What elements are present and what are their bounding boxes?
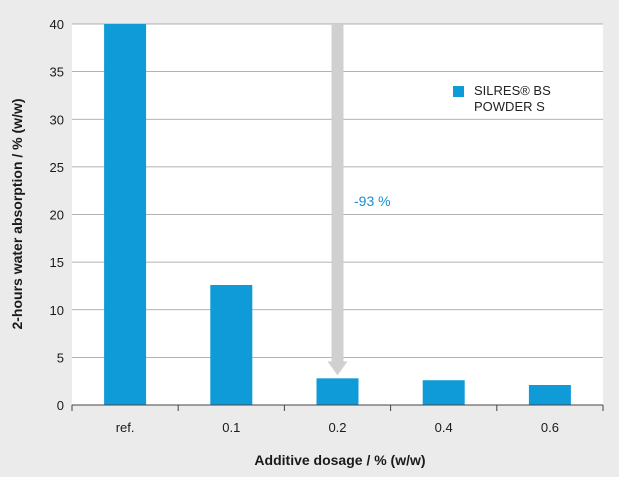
y-tick-label: 15 bbox=[50, 255, 64, 270]
bar bbox=[528, 384, 571, 405]
x-tick-label: 0.4 bbox=[435, 420, 453, 435]
y-tick-label: 35 bbox=[50, 65, 64, 80]
bar bbox=[316, 378, 359, 405]
legend: SILRES® BS POWDER S bbox=[453, 83, 551, 114]
y-tick-label: 25 bbox=[50, 160, 64, 175]
y-tick-label: 30 bbox=[50, 112, 64, 127]
x-tick-label: 0.2 bbox=[328, 420, 346, 435]
x-tick-labels: ref. 0.1 0.2 0.4 0.6 bbox=[71, 405, 604, 435]
legend-label-line1: SILRES® BS bbox=[474, 83, 551, 98]
legend-swatch bbox=[453, 86, 464, 97]
bar bbox=[104, 24, 147, 405]
reduction-arrow bbox=[327, 24, 348, 376]
x-tick-label: 0.6 bbox=[541, 420, 559, 435]
x-tick-label: ref. bbox=[116, 420, 135, 435]
y-tick-label: 10 bbox=[50, 303, 64, 318]
y-tick-labels: 0 5 10 15 20 25 30 35 40 bbox=[50, 17, 64, 413]
x-tick-label: 0.1 bbox=[222, 420, 240, 435]
bars bbox=[104, 24, 571, 405]
bar bbox=[422, 380, 465, 405]
y-tick-label: 0 bbox=[57, 398, 64, 413]
bar bbox=[210, 284, 253, 405]
y-tick-label: 5 bbox=[57, 350, 64, 365]
legend-label-line2: POWDER S bbox=[474, 99, 545, 114]
reduction-annotation: -93 % bbox=[354, 193, 391, 209]
y-tick-label: 20 bbox=[50, 208, 64, 223]
y-axis-title: 2-hours water absorption / % (w/w) bbox=[9, 98, 25, 329]
y-tick-label: 40 bbox=[50, 17, 64, 32]
x-axis-title: Additive dosage / % (w/w) bbox=[254, 452, 425, 468]
